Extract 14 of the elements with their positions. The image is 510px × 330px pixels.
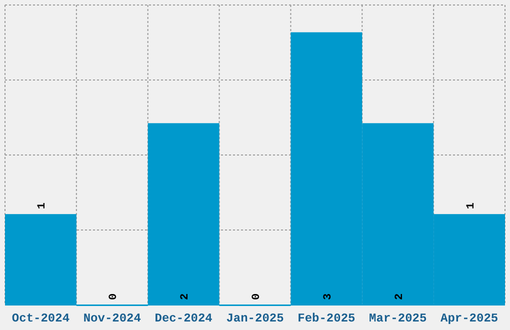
data-label: 2 bbox=[394, 293, 406, 300]
x-tick-label: Apr-2025 bbox=[440, 312, 498, 326]
x-tick-label: Mar-2025 bbox=[369, 312, 427, 326]
data-label: 3 bbox=[322, 293, 334, 300]
data-label: 0 bbox=[108, 293, 120, 300]
data-label: 1 bbox=[465, 202, 478, 210]
data-label: 1 bbox=[36, 202, 49, 210]
x-tick-label: Jan-2025 bbox=[226, 312, 284, 326]
x-tick-label: Feb-2025 bbox=[298, 312, 356, 326]
data-label: 0 bbox=[251, 293, 263, 300]
x-tick-label: Nov-2024 bbox=[83, 312, 141, 326]
x-tick-label: Oct-2024 bbox=[12, 312, 70, 326]
data-label: 2 bbox=[180, 293, 192, 300]
x-tick-label: Dec-2024 bbox=[154, 312, 212, 326]
